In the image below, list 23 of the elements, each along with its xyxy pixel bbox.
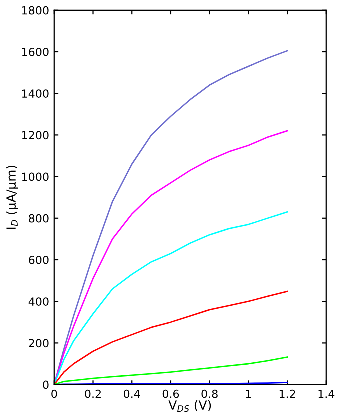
x-tick-label: 0.4 bbox=[124, 390, 140, 398]
y-axis-title: I$_{D}$ (μA/μm) bbox=[6, 166, 18, 230]
x-tick-label: 0 bbox=[52, 390, 58, 398]
y-tick-label: 800 bbox=[29, 214, 49, 223]
y-tick-label: 1400 bbox=[22, 90, 49, 98]
y-tick-label: 200 bbox=[29, 339, 49, 348]
y-tick-label: 1600 bbox=[22, 48, 49, 56]
x-tick-label: 0.6 bbox=[162, 390, 180, 398]
x-tick-label: 1 bbox=[246, 390, 252, 398]
y-tick-label: 1200 bbox=[22, 131, 49, 140]
y-tick-label: 1800 bbox=[22, 6, 49, 15]
y-tick-label: 0 bbox=[43, 380, 49, 390]
y-tick-label: 600 bbox=[29, 256, 49, 264]
line-series bbox=[54, 356, 288, 385]
x-axis-title: V$_{DS}$ (V) bbox=[168, 400, 212, 412]
line-series bbox=[54, 211, 288, 385]
y-tick-label: 1000 bbox=[22, 172, 49, 182]
x-tick-label: 1.4 bbox=[318, 390, 335, 398]
y-tick-label: 400 bbox=[28, 298, 49, 306]
x-tick-label: 1.2 bbox=[280, 390, 296, 398]
line-series bbox=[54, 290, 288, 385]
x-tick-label: 0.8 bbox=[202, 390, 218, 398]
x-tick-label: 0.2 bbox=[85, 390, 101, 398]
